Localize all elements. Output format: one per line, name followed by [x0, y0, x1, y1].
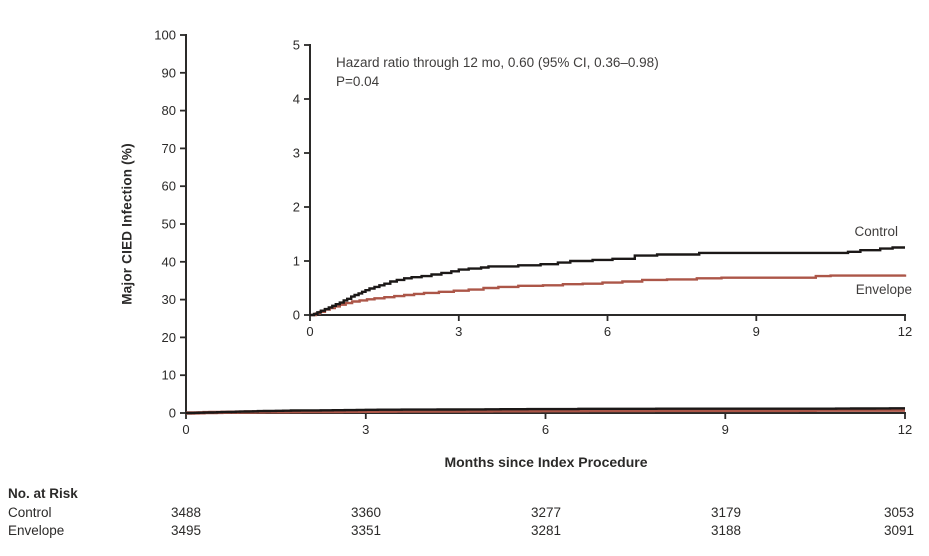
inset-y-tick-label: 4 — [293, 92, 300, 107]
main-y-tick-label: 40 — [162, 254, 176, 269]
main-y-tick-label: 60 — [162, 179, 176, 194]
inset-y-tick-label: 2 — [293, 200, 300, 215]
envelope-curve-inset — [310, 274, 907, 317]
risk-value: 3281 — [530, 523, 562, 538]
x-axis-title: Months since Index Procedure — [444, 454, 648, 470]
main-x-tick-label: 9 — [722, 422, 729, 437]
inset-y-tick-label: 1 — [293, 254, 300, 269]
main-y-tick-label: 70 — [162, 141, 176, 156]
inset-x-tick-label: 6 — [604, 324, 611, 339]
inset-y-tick-label: 5 — [293, 38, 300, 53]
inset-x-tick-label: 0 — [306, 324, 313, 339]
risk-value: 3179 — [710, 505, 742, 520]
risk-row-label-envelope: Envelope — [8, 523, 65, 538]
annotation-line-1: Hazard ratio through 12 mo, 0.60 (95% CI… — [336, 55, 659, 70]
main-y-tick-label: 10 — [162, 368, 176, 383]
main-y-tick-label: 90 — [162, 65, 176, 80]
main-y-tick-label: 20 — [162, 330, 176, 345]
inset-x-tick-label: 9 — [753, 324, 760, 339]
risk-table-title: No. at Risk — [8, 486, 78, 501]
risk-value: 3277 — [530, 505, 562, 520]
inset-x-tick-label: 12 — [898, 324, 912, 339]
control-curve-main — [186, 407, 905, 415]
main-y-tick-label: 30 — [162, 292, 176, 307]
main-x-tick-label: 3 — [362, 422, 369, 437]
risk-value: 3053 — [883, 505, 915, 520]
legend-label-envelope: Envelope — [855, 282, 912, 297]
control-curve-inset — [310, 246, 905, 317]
risk-value: 3360 — [350, 505, 382, 520]
inset-y-tick-label: 0 — [293, 308, 300, 323]
y-axis-title: Major CIED Infection (%) — [119, 143, 135, 305]
main-x-tick-label: 6 — [542, 422, 549, 437]
main-y-tick-label: 0 — [169, 406, 176, 421]
legend-label-control: Control — [854, 224, 898, 239]
hazard-ratio-annotation: Hazard ratio through 12 mo, 0.60 (95% CI… — [336, 53, 659, 91]
inset-y-tick-label: 3 — [293, 146, 300, 161]
risk-value: 3351 — [350, 523, 382, 538]
main-x-tick-label: 12 — [898, 422, 912, 437]
main-x-tick-label: 0 — [182, 422, 189, 437]
risk-value: 3091 — [883, 523, 915, 538]
main-y-tick-label: 50 — [162, 217, 176, 232]
main-y-tick-label: 80 — [162, 103, 176, 118]
risk-value: 3495 — [170, 523, 202, 538]
risk-value: 3488 — [170, 505, 202, 520]
inset-x-tick-label: 3 — [455, 324, 462, 339]
risk-value: 3188 — [710, 523, 742, 538]
annotation-line-2: P=0.04 — [336, 74, 380, 89]
main-y-tick-label: 100 — [154, 28, 176, 43]
risk-row-label-control: Control — [8, 505, 52, 520]
